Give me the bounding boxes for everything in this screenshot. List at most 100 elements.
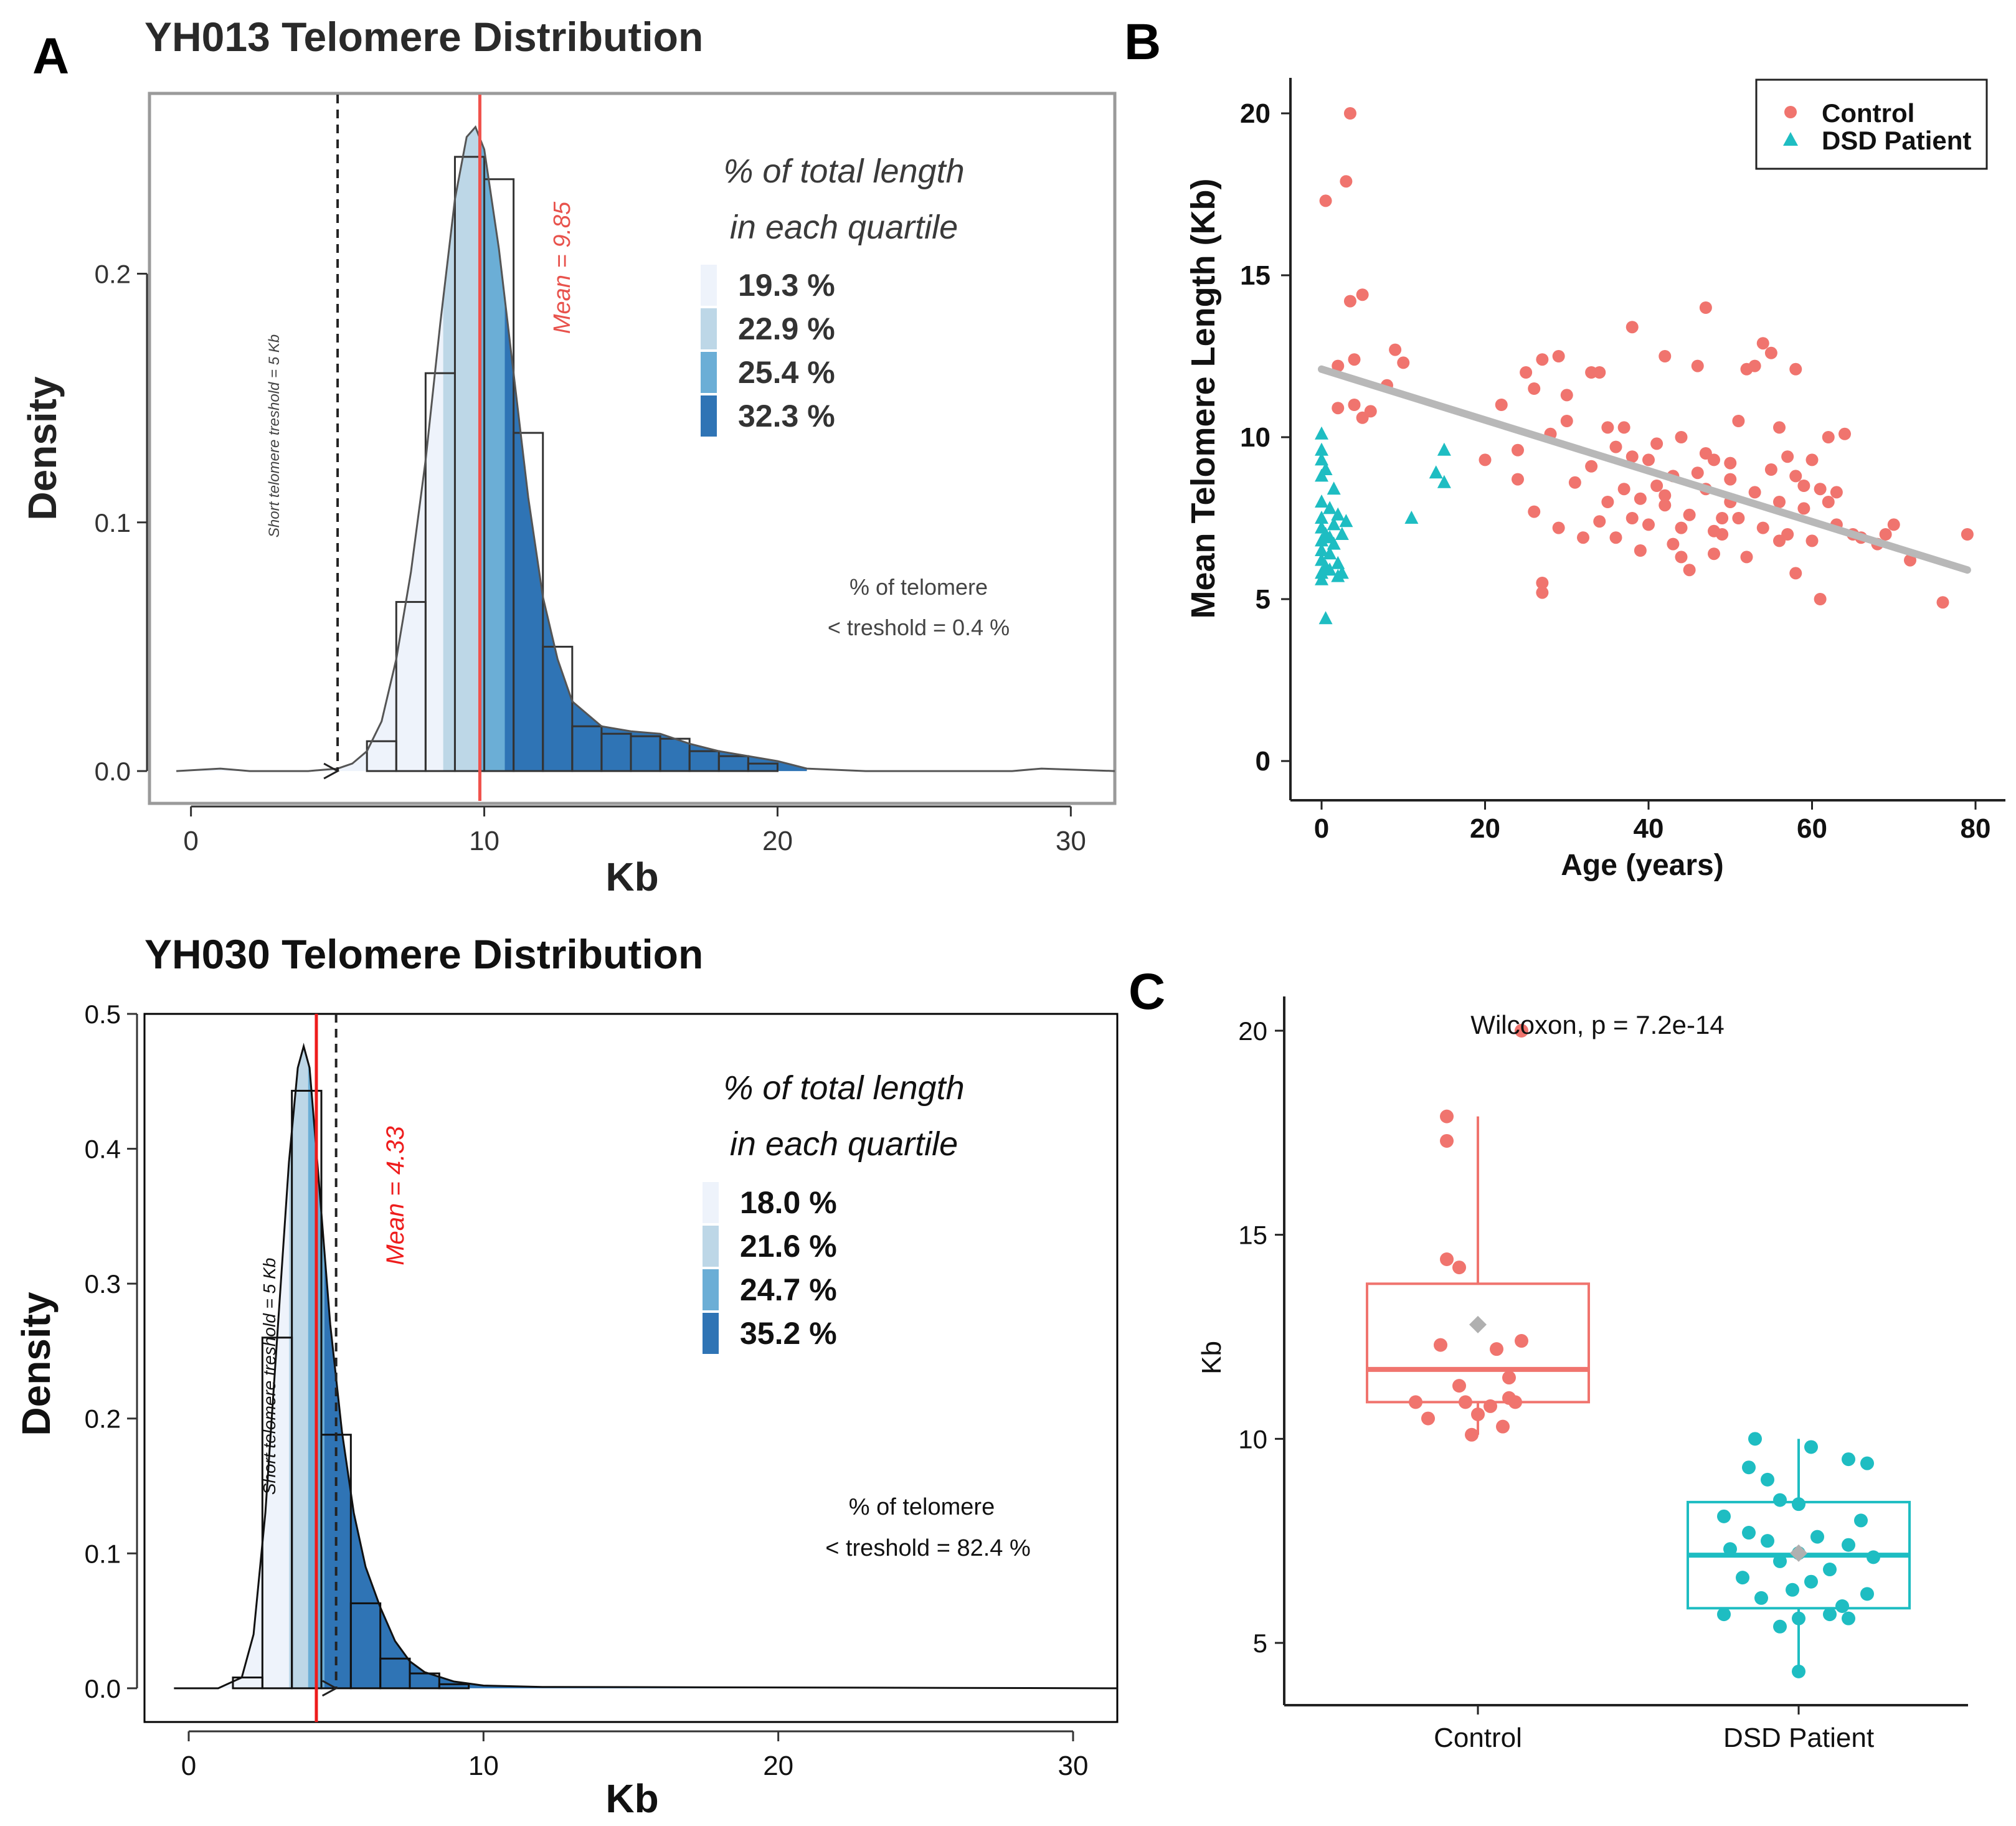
x-tick-label-80: 80	[1961, 813, 1991, 844]
chart-b-xlabel: Age (years)	[1561, 849, 1723, 882]
dsd-patient-point-5	[1742, 1460, 1756, 1475]
control-point-82	[1789, 470, 1802, 483]
dsd-patient-point-30	[1792, 1664, 1805, 1678]
x-tick-label-60: 60	[1797, 813, 1827, 844]
control-point-55	[1683, 564, 1696, 577]
control-point-30	[1568, 476, 1581, 489]
dsd-point-33	[1437, 475, 1451, 488]
chart-b-ylabel: Mean Telomere Length (Kb)	[1185, 178, 1222, 618]
x-tick-label-1: Control	[1434, 1723, 1522, 1753]
control-point-85	[1805, 453, 1819, 466]
x-tick-label-20: 20	[762, 826, 793, 856]
y-tick-label-10: 10	[1238, 1424, 1267, 1454]
dsd-patient-point-13	[1761, 1534, 1774, 1548]
chart-a1: YH013 Telomere Distribution 0 10 20 30 0.0 0.…	[20, 14, 1117, 899]
legend-swatch-1	[701, 265, 717, 306]
y-tick-label-3: 0.3	[85, 1269, 121, 1299]
y-tick-label-15: 15	[1240, 260, 1271, 291]
chart-a1-xlabel: Kb	[605, 854, 658, 899]
panel-label-a: A	[32, 28, 69, 85]
chart-b-legend-dsd: DSD Patient	[1822, 126, 1971, 155]
control-point-46	[1650, 437, 1663, 450]
y-tick-label-0: 0.0	[95, 757, 131, 786]
dsd-patient-point-23	[1754, 1591, 1768, 1605]
trend-line	[1318, 365, 1971, 574]
legend-pct-1: 18.0 %	[740, 1185, 837, 1220]
x-tick-label-20: 20	[1470, 813, 1500, 844]
histogram-bar-14	[747, 762, 778, 772]
dsd-patient-point-9	[1717, 1509, 1731, 1523]
dsd-patient-point-2	[1804, 1440, 1818, 1454]
dsd-patient-point-29	[1823, 1607, 1837, 1622]
control-point-17	[1496, 1419, 1510, 1434]
chart-b-axes: 0 20 40 60 80 0 5 10 15 20	[1240, 78, 2005, 844]
control-point-61	[1708, 547, 1720, 561]
dsd-patient-point-10	[1854, 1513, 1868, 1528]
dsd-point-3	[1315, 452, 1328, 466]
dsd-point-21	[1327, 481, 1341, 495]
control-point-19	[1502, 1391, 1516, 1405]
x-tick-label-20: 20	[763, 1751, 793, 1781]
control-mean-marker	[1469, 1315, 1487, 1333]
dsd-point-24	[1331, 507, 1345, 521]
control-point-93	[1839, 427, 1851, 440]
control-point-5	[1452, 1261, 1466, 1275]
chart-a1-frame	[148, 92, 1117, 805]
chart-a2-plot-area	[174, 1014, 1118, 1722]
control-point-37	[1609, 531, 1622, 544]
dsd-point-13	[1318, 462, 1333, 475]
chart-a2-legend-title-1: % of total length	[723, 1069, 964, 1107]
control-point-50	[1667, 537, 1680, 551]
chart-c-annotation: Wilcoxon, p = 7.2e-14	[1470, 1010, 1724, 1039]
dsd-point-16	[1318, 611, 1333, 625]
chart-b-legend-dsd-marker	[1783, 132, 1798, 146]
dsd-patient-point-11	[1742, 1526, 1756, 1540]
control-point-88	[1814, 593, 1827, 605]
dsd-patient-point-4	[1860, 1456, 1874, 1470]
chart-b-legend: Control DSD Patient	[1755, 78, 1988, 170]
control-point-39	[1617, 421, 1630, 434]
y-tick-label-20: 20	[1238, 1016, 1267, 1046]
chart-c: Control DSD Patient 5 10 15 20 Wilcoxon, p = …	[1196, 996, 1968, 1753]
control-point-18	[1520, 366, 1533, 379]
dsd-patient-point-17	[1867, 1550, 1880, 1564]
control-point-106	[1675, 431, 1688, 443]
dsd-patient-point-20	[1736, 1571, 1749, 1585]
control-point-6	[1348, 353, 1361, 366]
control-point-109	[1789, 567, 1802, 580]
control-point-11	[1364, 405, 1377, 418]
control-point-49	[1659, 499, 1672, 512]
control-point-24	[1512, 473, 1524, 486]
legend-swatch-1	[703, 1182, 719, 1223]
chart-b-plot-area	[1315, 107, 1974, 625]
dsd-patient-point-3	[1842, 1452, 1855, 1467]
control-point-79	[1781, 450, 1794, 463]
legend-swatch-2	[703, 1226, 719, 1267]
control-point-81	[1789, 362, 1802, 376]
dsd-point-30	[1404, 511, 1419, 524]
threshold-arrow	[321, 1680, 338, 1697]
chart-c-axes: Control DSD Patient 5 10 15 20	[1238, 996, 1968, 1753]
chart-a2-below-line-2: < treshold = 82.4 %	[825, 1535, 1031, 1561]
y-tick-label-1: 0.1	[95, 508, 131, 537]
y-tick-label-5: 0.5	[85, 1000, 121, 1029]
control-point-58	[1699, 301, 1712, 314]
control-point-99	[1904, 554, 1916, 567]
control-point-43	[1634, 544, 1647, 557]
legend-pct-3: 25.4 %	[738, 355, 835, 390]
control-point-103	[1626, 512, 1639, 524]
control-point-104	[1659, 489, 1672, 502]
control-point-108	[1773, 496, 1786, 508]
x-tick-label-0: 0	[181, 1751, 196, 1781]
legend-pct-2: 21.6 %	[740, 1229, 837, 1264]
x-tick-label-10: 10	[468, 1751, 499, 1781]
y-tick-label-5: 5	[1256, 584, 1271, 615]
control-point-101	[1961, 528, 1974, 541]
control-point-42	[1634, 492, 1647, 505]
dsd-patient-mean-marker	[1790, 1544, 1807, 1562]
dsd-patient-point-18	[1773, 1554, 1787, 1568]
chart-a2-legend-title-2: in each quartile	[730, 1125, 958, 1163]
legend-pct-2: 22.9 %	[738, 311, 835, 346]
control-point-1	[1440, 1109, 1454, 1124]
